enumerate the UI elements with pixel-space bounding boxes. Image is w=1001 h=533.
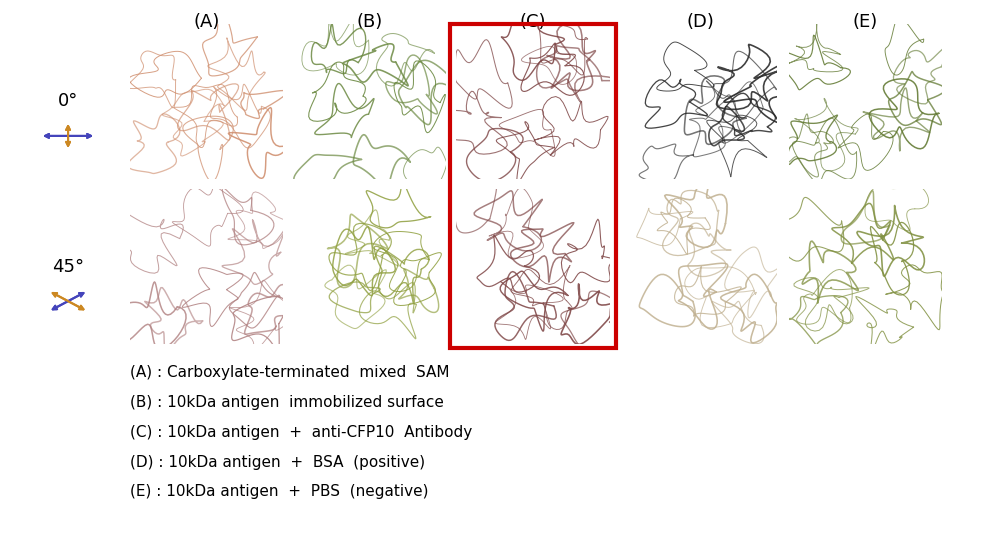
Text: (B) : 10kDa antigen  immobilized surface: (B) : 10kDa antigen immobilized surface bbox=[130, 395, 444, 410]
Text: (E) : 10kDa antigen  +  PBS  (negative): (E) : 10kDa antigen + PBS (negative) bbox=[130, 484, 428, 499]
Text: (D) : 10kDa antigen  +  BSA  (positive): (D) : 10kDa antigen + BSA (positive) bbox=[130, 455, 425, 470]
Text: (B): (B) bbox=[356, 13, 383, 31]
Text: 0°: 0° bbox=[58, 92, 78, 110]
Text: (C): (C) bbox=[520, 13, 547, 31]
Text: 45°: 45° bbox=[52, 257, 84, 276]
Text: (A): (A) bbox=[193, 13, 220, 31]
Text: (D): (D) bbox=[687, 13, 714, 31]
Text: (A) : Carboxylate-terminated  mixed  SAM: (A) : Carboxylate-terminated mixed SAM bbox=[130, 365, 449, 380]
Text: (E): (E) bbox=[853, 13, 878, 31]
Text: (C) : 10kDa antigen  +  anti-CFP10  Antibody: (C) : 10kDa antigen + anti-CFP10 Antibod… bbox=[130, 425, 472, 440]
